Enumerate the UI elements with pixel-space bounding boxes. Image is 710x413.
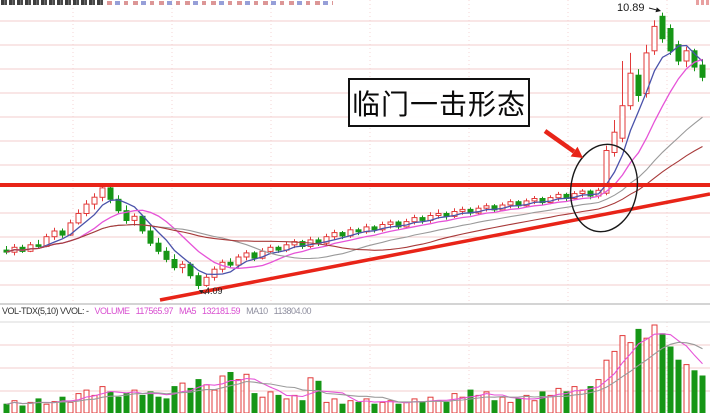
candles-layer [3,12,706,290]
volume-ma5-value: 132181.59 [202,306,241,316]
pattern-callout-box: 临门一击形态 [348,78,530,127]
clipped-ma-values-strip [107,1,333,5]
pattern-callout-text: 临门一击形态 [351,87,526,121]
overlay-lines [0,183,710,302]
ma-lines [6,44,703,276]
high-label-arrow [648,7,661,13]
red-pointer-arrow [543,129,583,158]
volume-ma-lines [6,333,703,405]
volume-ma5-label: MA5 [178,306,197,316]
volume-pane-header: VOL-TDX(5,10) VVOL: - VOLUME 117565.97 M… [2,306,315,321]
low-label-arrow [199,290,207,295]
clipped-axis-label [696,0,709,5]
volume-label: VOLUME [94,306,131,316]
breakout-ellipse-annotation [569,143,639,233]
high-price-label: 10.89 [617,2,645,14]
volume-ma10-label: MA10 [246,306,268,316]
volume-value: 117565.97 [135,306,174,316]
volume-indicator-formula: VOL-TDX(5,10) VVOL: - [2,306,89,316]
clipped-legend-strip [1,0,103,5]
volume-ma10-value: 113804.00 [273,306,312,316]
low-price-label: 4.09 [205,286,223,296]
